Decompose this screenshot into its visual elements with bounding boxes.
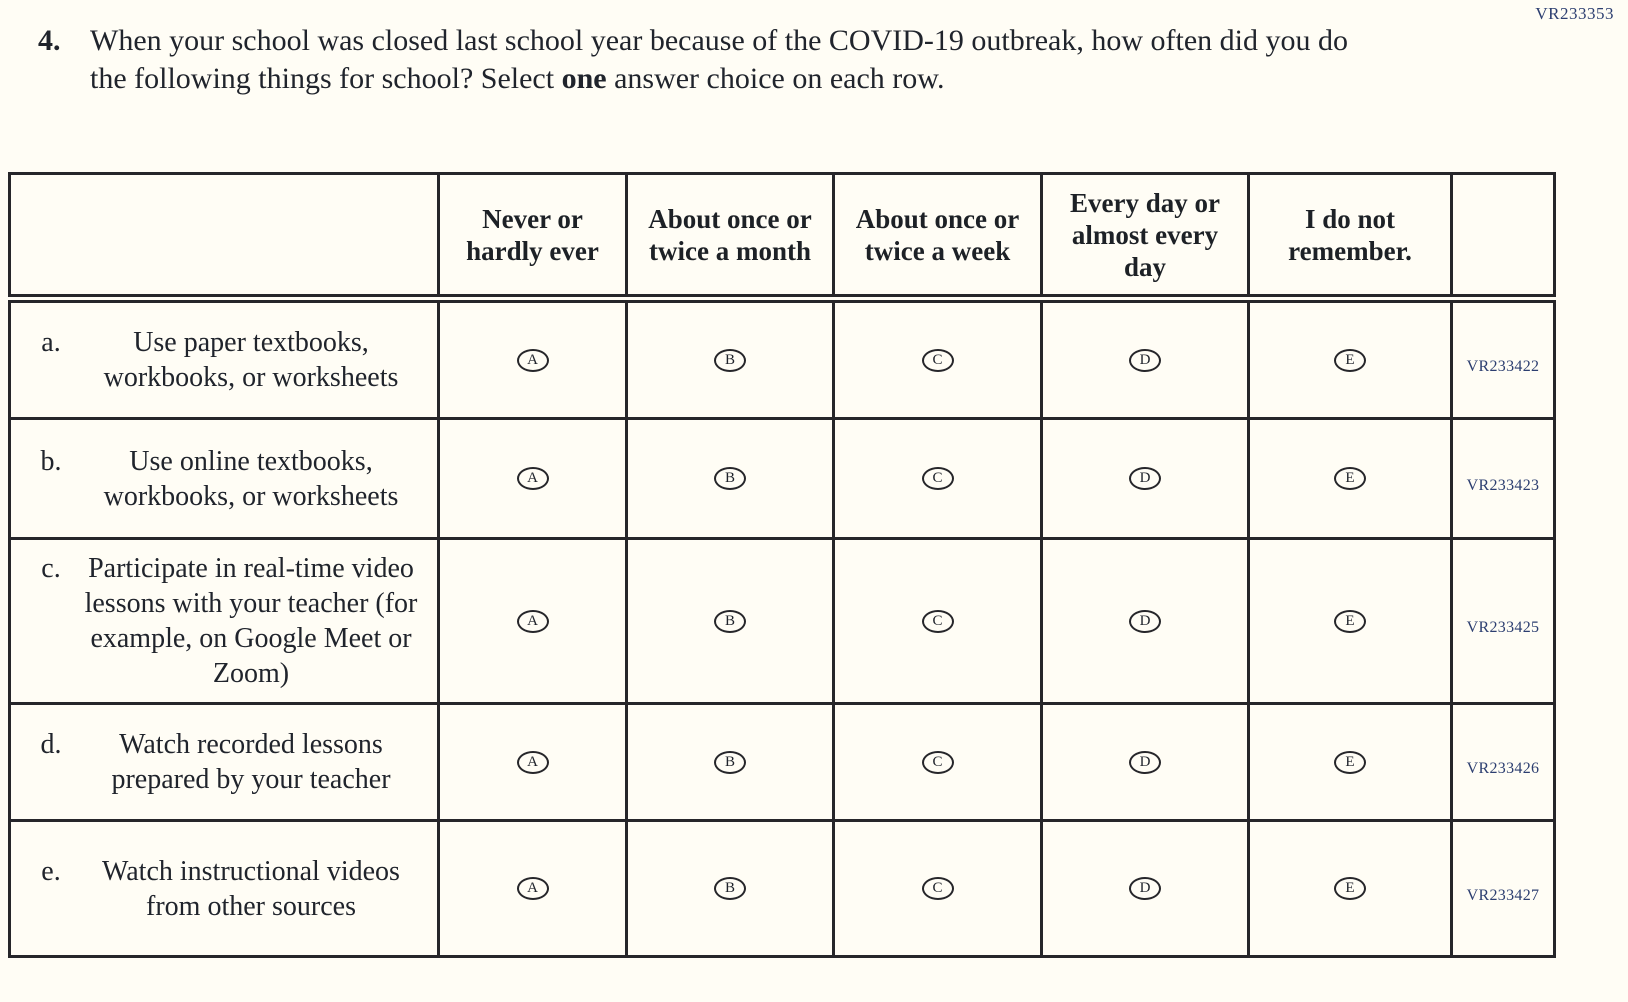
header-row: Never or hardly ever About once or twice…: [8, 172, 1556, 303]
question-text-before: When your school was closed last school …: [90, 24, 1349, 95]
row-label: Watch recorded lessons prepared by your …: [111, 729, 391, 795]
choice-bubble-c[interactable]: C: [921, 609, 954, 633]
column-header-blank: [8, 172, 440, 303]
row-label: Participate in real-time video lessons w…: [84, 553, 418, 689]
question-block: 4. When your school was closed last scho…: [38, 22, 1370, 98]
choice-bubble-e[interactable]: E: [1334, 877, 1366, 900]
row-label-cell: c. Participate in real-time video lesson…: [8, 537, 440, 705]
choice-bubble-a[interactable]: A: [516, 877, 549, 900]
question-text: When your school was closed last school …: [90, 22, 1370, 98]
question-text-bold: one: [561, 62, 607, 95]
choice-bubble-b[interactable]: B: [714, 348, 746, 372]
choice-bubble-a[interactable]: A: [516, 348, 549, 372]
choice-bubble-c[interactable]: C: [921, 467, 954, 490]
row-label: Use online textbooks, workbooks, or work…: [103, 445, 399, 512]
row-label: Watch instructional videos from other so…: [102, 855, 400, 922]
choice-bubble-b[interactable]: B: [714, 609, 746, 633]
row-code: VR233426: [1450, 702, 1556, 822]
choice-bubble-b[interactable]: B: [714, 877, 746, 900]
choice-bubble-b[interactable]: B: [714, 467, 746, 490]
choice-bubble-a[interactable]: A: [516, 609, 549, 633]
question-number: 4.: [38, 24, 61, 57]
row-letter: b.: [40, 445, 62, 477]
frequency-matrix-table: Never or hardly ever About once or twice…: [8, 172, 1556, 958]
table-row: b. Use online textbooks, workbooks, or w…: [8, 417, 1556, 540]
choice-bubble-d[interactable]: D: [1129, 750, 1161, 774]
row-letter: c.: [41, 553, 61, 584]
choice-bubble-d[interactable]: D: [1129, 348, 1161, 372]
table-row: e. Watch instructional videos from other…: [8, 819, 1556, 958]
row-label-cell: d. Watch recorded lessons prepared by yo…: [8, 702, 440, 822]
choice-bubble-d[interactable]: D: [1129, 609, 1161, 633]
row-code: VR233427: [1450, 819, 1556, 958]
column-header-never: Never or hardly ever: [437, 172, 628, 303]
row-label: Use paper textbooks, workbooks, or works…: [103, 327, 399, 393]
column-header-everyday: Every day or almost every day: [1040, 172, 1250, 303]
choice-bubble-d[interactable]: D: [1129, 877, 1161, 900]
row-label-cell: a. Use paper textbooks, workbooks, or wo…: [8, 297, 440, 420]
column-header-month: About once or twice a month: [625, 172, 835, 303]
choice-bubble-a[interactable]: A: [516, 467, 549, 490]
column-header-week: About once or twice a week: [832, 172, 1043, 303]
row-letter: a.: [41, 327, 61, 358]
choice-bubble-d[interactable]: D: [1129, 467, 1161, 490]
choice-bubble-c[interactable]: C: [921, 348, 954, 372]
table-row: c. Participate in real-time video lesson…: [8, 537, 1556, 705]
form-code: VR233353: [1535, 4, 1614, 23]
choice-bubble-c[interactable]: C: [921, 750, 954, 774]
choice-bubble-e[interactable]: E: [1334, 609, 1366, 633]
choice-bubble-a[interactable]: A: [516, 750, 549, 774]
row-label-cell: e. Watch instructional videos from other…: [8, 819, 440, 958]
row-code: VR233425: [1450, 537, 1556, 705]
row-code: VR233423: [1450, 417, 1556, 540]
row-code: VR233422: [1450, 297, 1556, 420]
column-header-code: [1450, 172, 1556, 303]
choice-bubble-c[interactable]: C: [921, 877, 954, 900]
table-row: a. Use paper textbooks, workbooks, or wo…: [8, 297, 1556, 420]
question-text-after: answer choice on each row.: [606, 62, 945, 95]
row-letter: d.: [40, 729, 62, 760]
table-row: d. Watch recorded lessons prepared by yo…: [8, 702, 1556, 822]
choice-bubble-e[interactable]: E: [1334, 467, 1366, 490]
row-letter: e.: [41, 855, 61, 887]
choice-bubble-e[interactable]: E: [1334, 348, 1366, 372]
row-label-cell: b. Use online textbooks, workbooks, or w…: [8, 417, 440, 540]
column-header-not-remember: I do not remember.: [1247, 172, 1453, 303]
choice-bubble-b[interactable]: B: [714, 750, 746, 774]
choice-bubble-e[interactable]: E: [1334, 750, 1366, 774]
